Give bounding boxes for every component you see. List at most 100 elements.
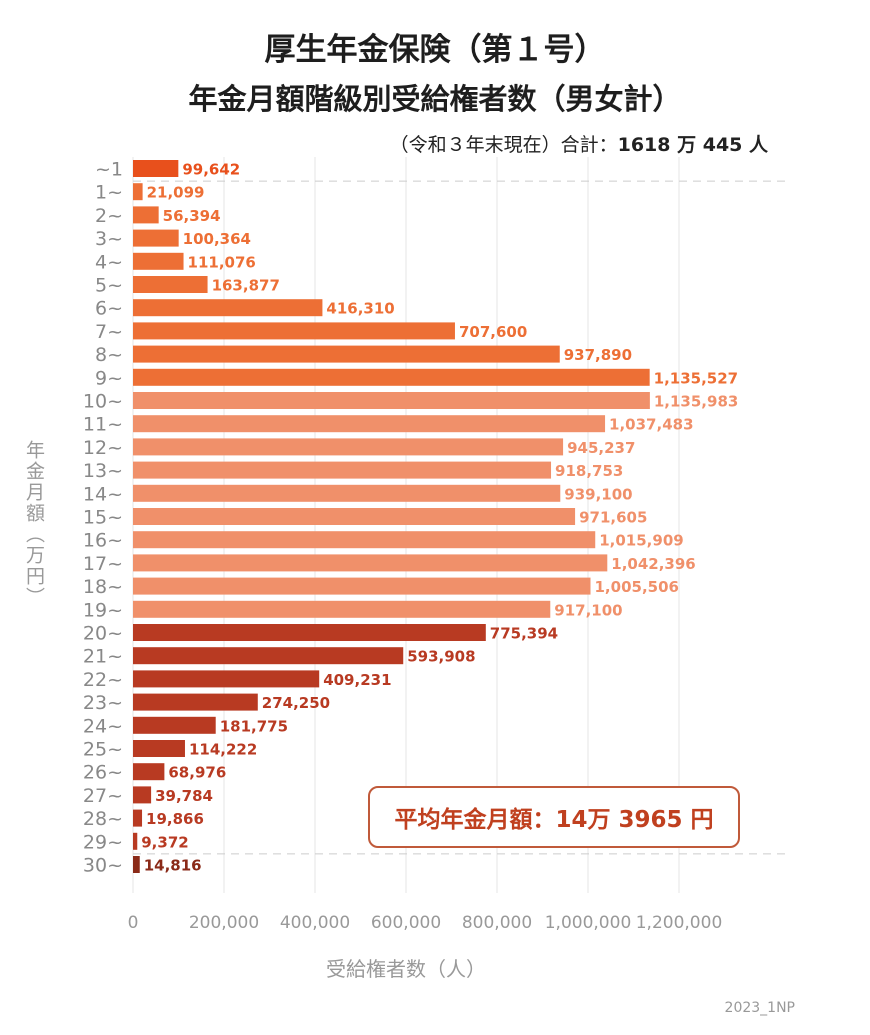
- data-label: 1,042,396: [611, 555, 695, 573]
- y-tick-label: 8~: [95, 344, 123, 366]
- y-tick-label: 28~: [83, 808, 123, 830]
- data-label: 707,600: [459, 323, 527, 341]
- data-label: 1,005,506: [595, 578, 679, 596]
- bar: [133, 438, 564, 456]
- y-tick-label: 16~: [83, 530, 123, 552]
- x-tick-label: 1,200,000: [636, 913, 723, 933]
- y-tick-label: 1~: [95, 182, 123, 204]
- bar: [133, 345, 560, 363]
- data-label: 163,877: [212, 277, 280, 295]
- credit-text: 2023_1NP: [724, 1000, 795, 1016]
- x-tick-label: 200,000: [189, 913, 259, 933]
- bar: [133, 392, 650, 409]
- bar: [133, 624, 486, 641]
- y-tick-label: 19~: [83, 599, 123, 621]
- y-axis-label: 年金月額（万円）: [23, 440, 45, 608]
- bar: [133, 368, 650, 386]
- y-tick-label: 18~: [83, 576, 123, 598]
- data-label: 409,231: [323, 671, 391, 689]
- data-label: 114,222: [189, 741, 257, 759]
- y-tick-label: 14~: [83, 483, 123, 505]
- y-tick-label: 25~: [83, 739, 123, 761]
- y-tick-label: 21~: [83, 646, 123, 668]
- chart-subtitle: 年金月額階級別受給権者数（男女計）: [188, 82, 682, 116]
- bar: [133, 160, 179, 177]
- total-prefix: （令和３年末現在）合計：: [389, 134, 618, 156]
- bar: [133, 693, 258, 711]
- bar: [133, 832, 138, 850]
- bar: [133, 786, 152, 804]
- bar: [133, 322, 455, 340]
- y-tick-label: 10~: [83, 391, 123, 413]
- x-axis-label: 受給権者数（人）: [326, 957, 486, 981]
- chart-total: （令和３年末現在）合計：1618 万 445 人: [390, 130, 768, 157]
- bar: [133, 299, 323, 317]
- bar: [133, 647, 404, 665]
- bar: [133, 554, 608, 572]
- x-tick-label: 600,000: [371, 913, 441, 933]
- y-tick-label: 4~: [95, 251, 123, 273]
- data-label: 100,364: [183, 230, 251, 248]
- y-tick-label: 23~: [83, 692, 123, 714]
- bar: [133, 229, 179, 247]
- data-label: 39,784: [155, 787, 213, 805]
- y-tick-label: 12~: [83, 437, 123, 459]
- data-label: 416,310: [326, 300, 394, 318]
- data-label: 99,642: [182, 161, 240, 179]
- data-label: 181,775: [220, 717, 288, 735]
- data-label: 918,753: [555, 462, 623, 480]
- y-tick-label: 22~: [83, 669, 123, 691]
- data-label: 593,908: [407, 648, 475, 666]
- bar: [133, 670, 320, 688]
- bar: [133, 252, 184, 270]
- bar: [133, 809, 143, 827]
- bar: [133, 716, 216, 734]
- data-label: 937,890: [564, 346, 632, 364]
- data-label: 1,135,983: [654, 393, 738, 411]
- y-tick-label: 13~: [83, 460, 123, 482]
- data-label: 68,976: [168, 764, 226, 782]
- data-label: 56,394: [163, 207, 221, 225]
- bar: [133, 206, 159, 224]
- y-tick-label: 27~: [83, 785, 123, 807]
- total-value: 1618 万 445 人: [617, 134, 768, 156]
- y-tick-label: 2~: [95, 205, 123, 227]
- y-tick-label: 29~: [83, 831, 123, 853]
- y-tick-label: 24~: [83, 715, 123, 737]
- x-tick-label: 800,000: [462, 913, 532, 933]
- bar: [133, 600, 551, 618]
- y-tick-label: 30~: [83, 855, 123, 877]
- y-tick-label: 17~: [83, 553, 123, 575]
- y-tick-label: 11~: [83, 414, 123, 436]
- data-label: 9,372: [141, 833, 188, 851]
- data-label: 971,605: [579, 509, 647, 527]
- data-label: 19,866: [146, 810, 204, 828]
- x-tick-label: 1,000,000: [545, 913, 632, 933]
- chart-title: 厚生年金保険（第１号）: [264, 32, 606, 68]
- y-tick-label: 5~: [95, 275, 123, 297]
- bar: [133, 577, 591, 595]
- y-tick-label: 15~: [83, 507, 123, 529]
- y-tick-label: 26~: [83, 762, 123, 784]
- y-tick-label: ~1: [95, 159, 123, 181]
- data-label: 917,100: [554, 601, 622, 619]
- bar: [133, 856, 140, 873]
- y-tick-label: 7~: [95, 321, 123, 343]
- y-tick-label: 3~: [95, 228, 123, 250]
- data-label: 945,237: [567, 439, 635, 457]
- average-pension-box: 平均年金月額：14万 3965 円: [368, 786, 740, 848]
- bar: [133, 276, 208, 293]
- bar: [133, 183, 143, 201]
- bar: [133, 415, 606, 433]
- x-tick-label: 400,000: [280, 913, 350, 933]
- bar: [133, 740, 185, 757]
- data-label: 775,394: [490, 625, 558, 643]
- y-tick-label: 6~: [95, 298, 123, 320]
- bar: [133, 531, 596, 549]
- data-label: 111,076: [188, 253, 256, 271]
- x-tick-label: 0: [128, 913, 139, 933]
- data-label: 274,250: [262, 694, 330, 712]
- bar: [133, 461, 552, 479]
- data-label: 939,100: [564, 485, 632, 503]
